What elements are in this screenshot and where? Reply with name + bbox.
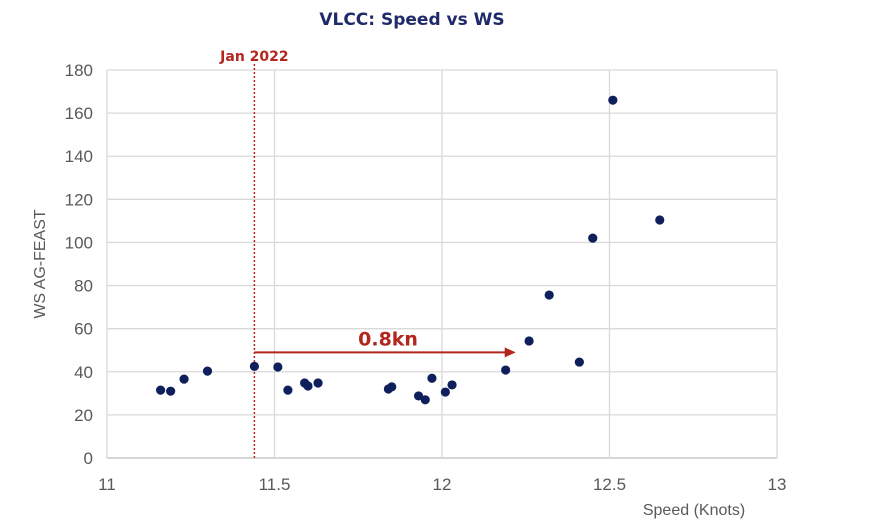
y-tick-label: 40 (74, 363, 93, 382)
data-point (440, 387, 450, 397)
data-point (202, 366, 213, 376)
data-point (574, 357, 584, 367)
y-tick-label: 0 (84, 449, 93, 468)
x-axis-label: Speed (Knots) (643, 502, 745, 519)
y-tick-label: 100 (65, 233, 93, 252)
y-tick-label: 80 (74, 277, 93, 296)
data-point (501, 365, 511, 375)
y-axis-label: WS AG-FEAST (32, 209, 49, 319)
data-point (524, 336, 534, 346)
data-point (249, 361, 259, 371)
data-point (608, 95, 618, 105)
x-tick-label: 12.5 (593, 475, 626, 494)
jan-2022-label: Jan 2022 (219, 49, 288, 65)
y-tick-label: 60 (74, 320, 93, 339)
data-point (313, 378, 323, 388)
data-point (273, 362, 283, 372)
x-tick-label: 12 (433, 475, 452, 494)
y-tick-label: 180 (65, 61, 93, 80)
y-tick-label: 20 (74, 406, 93, 425)
x-tick-label: 11 (98, 475, 116, 494)
data-point (156, 385, 166, 395)
data-point (420, 395, 430, 405)
data-point (544, 290, 554, 300)
data-point (427, 373, 437, 383)
data-point (387, 382, 397, 392)
x-tick-label: 11.5 (259, 475, 291, 494)
data-point (303, 381, 313, 391)
arrow-head-icon (504, 347, 516, 358)
data-point (179, 374, 189, 384)
y-tick-label: 160 (65, 104, 93, 123)
chart-title: VLCC: Speed vs WS (319, 10, 504, 30)
data-point (655, 215, 665, 225)
data-point (588, 233, 598, 243)
y-tick-label: 120 (65, 190, 93, 209)
data-point (166, 386, 176, 396)
data-point (413, 391, 424, 401)
x-tick-label: 13 (768, 475, 787, 494)
speed-gain-label: 0.8kn (358, 328, 418, 350)
data-point (447, 380, 457, 390)
data-point (283, 385, 293, 395)
y-tick-label: 140 (65, 147, 93, 166)
